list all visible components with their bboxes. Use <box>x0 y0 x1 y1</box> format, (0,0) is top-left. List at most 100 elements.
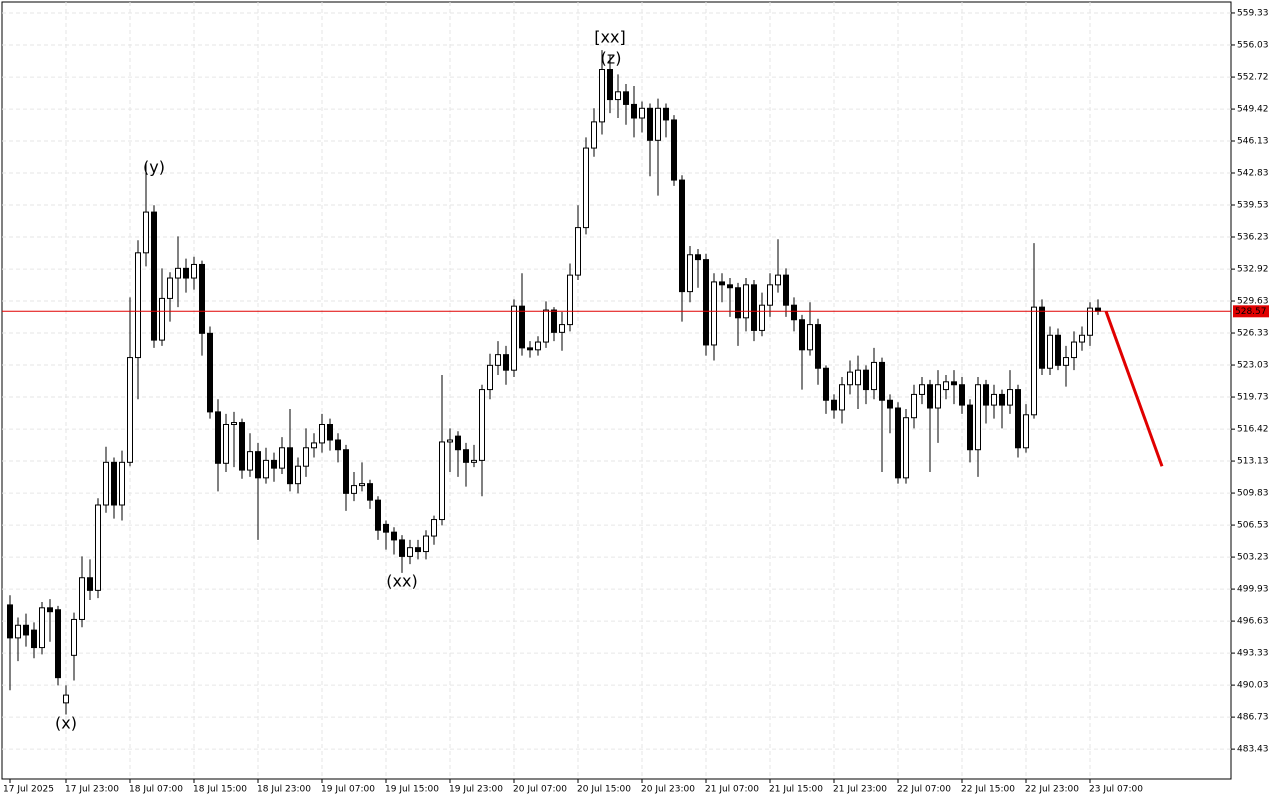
candle-body <box>959 384 965 406</box>
y-tick-label: 536.23 <box>1237 233 1269 243</box>
candle-body <box>991 393 997 406</box>
y-tick-label: 549.42 <box>1237 105 1269 115</box>
candle-body <box>319 423 325 444</box>
candle-body <box>1023 414 1029 449</box>
y-tick-label: 546.13 <box>1237 136 1269 146</box>
candle-body <box>855 369 861 386</box>
y-tick-label: 513.13 <box>1237 457 1269 467</box>
candle-body <box>367 483 373 501</box>
candle-body <box>775 274 781 286</box>
candle-body <box>463 449 469 463</box>
candle-body <box>1079 334 1085 343</box>
candle-body <box>527 347 533 351</box>
candle-body <box>831 399 837 411</box>
candle-body <box>351 485 357 494</box>
candle-body <box>79 577 85 620</box>
candle-body <box>551 309 557 333</box>
x-tick-label: 20 Jul 07:00 <box>513 785 567 795</box>
candle-body <box>983 384 989 406</box>
candle-body <box>359 483 365 487</box>
candle-body <box>567 274 573 326</box>
candle-body <box>159 297 165 341</box>
x-tick-label: 18 Jul 15:00 <box>193 785 247 795</box>
candle-body <box>215 411 221 464</box>
candle-body <box>975 384 981 451</box>
x-tick-label: 21 Jul 15:00 <box>769 785 823 795</box>
x-tick-label: 18 Jul 07:00 <box>129 785 183 795</box>
candle-body <box>55 609 61 679</box>
candle-body <box>535 341 541 351</box>
candle-body <box>383 523 389 533</box>
candle-body <box>231 422 237 425</box>
candle-body <box>783 274 789 306</box>
candle-body <box>503 354 509 371</box>
candle-body <box>815 324 821 369</box>
candle-body <box>375 499 381 531</box>
candle-body <box>279 447 285 469</box>
y-tick-label: 539.53 <box>1237 201 1269 211</box>
candle-body <box>1039 306 1045 369</box>
candle-body <box>407 547 413 557</box>
candle-body <box>711 281 717 346</box>
candle-body <box>951 381 957 386</box>
candle-body <box>487 364 493 391</box>
candle-body <box>87 577 93 591</box>
x-tick-label: 21 Jul 23:00 <box>833 785 887 795</box>
candle-body <box>255 451 261 479</box>
candle-body <box>583 147 589 229</box>
candle-body <box>871 361 877 391</box>
current-price-box <box>1233 305 1269 318</box>
y-tick-label: 506.53 <box>1237 521 1269 531</box>
candle-body <box>495 354 501 366</box>
y-tick-label: 523.03 <box>1237 361 1269 371</box>
candle-body <box>735 287 741 319</box>
candle-body <box>1063 357 1069 366</box>
candle-body <box>175 267 181 279</box>
x-tick-label: 20 Jul 15:00 <box>577 785 631 795</box>
candle-body <box>655 107 661 141</box>
candle-body <box>143 211 149 254</box>
candle-body <box>447 439 453 443</box>
y-tick-label: 509.83 <box>1237 489 1269 499</box>
candle-body <box>599 69 605 123</box>
candle-body <box>727 284 733 289</box>
wave-label: (xx) <box>386 572 417 591</box>
y-tick-label: 503.23 <box>1237 553 1269 563</box>
candle-body <box>927 384 933 409</box>
candle-body <box>511 305 517 371</box>
candle-body <box>767 284 773 306</box>
candle-body <box>167 277 173 299</box>
candle-body <box>135 252 141 359</box>
candle-body <box>95 504 101 591</box>
candle-body <box>607 69 613 101</box>
candle-body <box>455 435 461 451</box>
candle-body <box>239 422 245 471</box>
candle-body <box>287 447 293 485</box>
x-tick-label: 22 Jul 23:00 <box>1025 785 1079 795</box>
candle-body <box>327 423 333 441</box>
x-tick-label: 22 Jul 15:00 <box>961 785 1015 795</box>
y-tick-label: 556.03 <box>1237 40 1269 50</box>
candle-body <box>199 263 205 334</box>
candle-body <box>1071 341 1077 359</box>
candle-body <box>479 389 485 461</box>
candle-body <box>671 119 677 181</box>
y-tick-label: 493.33 <box>1237 649 1269 659</box>
y-tick-label: 490.03 <box>1237 681 1269 691</box>
candle-body <box>431 519 437 537</box>
candle-body <box>751 284 757 331</box>
candle-body <box>663 107 669 121</box>
candle-body <box>967 404 973 451</box>
candle-body <box>895 407 901 479</box>
y-tick-label: 516.42 <box>1237 425 1269 435</box>
y-tick-label: 486.73 <box>1237 713 1269 723</box>
candle-body <box>879 361 885 401</box>
candle-body <box>439 441 445 521</box>
wave-label: (y) <box>143 158 165 177</box>
candle-body <box>615 91 621 101</box>
candle-body <box>39 607 45 649</box>
x-tick-label: 19 Jul 15:00 <box>385 785 439 795</box>
candle-body <box>111 461 117 506</box>
candle-body <box>399 539 405 557</box>
